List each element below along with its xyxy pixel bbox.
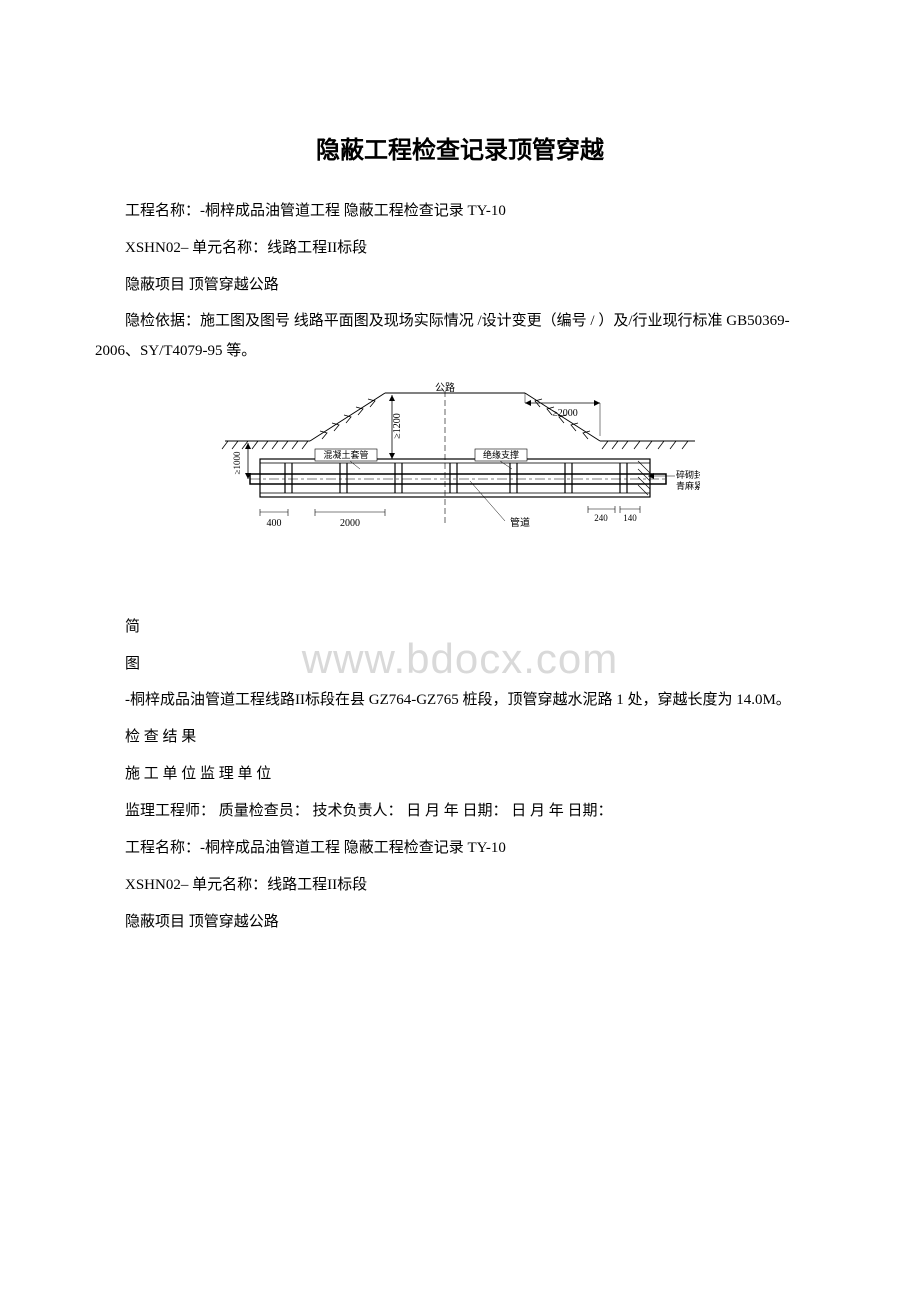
- document-content: 隐蔽工程检查记录顶管穿越 工程名称：-桐梓成品油管道工程 隐蔽工程检查记录 TY…: [95, 130, 825, 939]
- dim400-label: 400: [267, 518, 282, 529]
- cross-section-diagram: 公路: [220, 381, 700, 561]
- unit-name-line: XSHN02– 单元名称：线路工程II标段: [95, 232, 825, 265]
- hidden-item-line: 隐蔽项目 顶管穿越公路: [95, 269, 825, 302]
- tu-label: 图: [95, 648, 825, 681]
- check-result-line: 检 查 结 果: [95, 721, 825, 754]
- page-title: 隐蔽工程检查记录顶管穿越: [95, 130, 825, 165]
- hidden-item-line-2: 隐蔽项目 顶管穿越公路: [95, 906, 825, 939]
- gte1200-label: ≥1200: [392, 413, 403, 439]
- gte2000-label: ≥2000: [552, 408, 578, 419]
- unit-name-line-2: XSHN02– 单元名称：线路工程II标段: [95, 869, 825, 902]
- jian-label: 简: [95, 611, 825, 644]
- dim140-label: 140: [623, 513, 637, 523]
- gte1000-label: ≥1000: [232, 451, 242, 474]
- project-name-line-2: 工程名称：-桐梓成品油管道工程 隐蔽工程检查记录 TY-10: [95, 832, 825, 865]
- units-line: 施 工 单 位 监 理 单 位: [95, 758, 825, 791]
- insulation-support-label: 绝缘支撑: [483, 449, 519, 460]
- concrete-casing-label: 混凝土套管: [323, 449, 368, 460]
- note2-label: 青麻紧封堵: [676, 480, 700, 491]
- note1-label: 碎砌封堵、沥: [676, 469, 700, 480]
- dim240-label: 240: [594, 513, 608, 523]
- description-line: -桐梓成品油管道工程线路II标段在县 GZ764-GZ765 桩段，顶管穿越水泥…: [95, 685, 825, 715]
- project-name-line: 工程名称：-桐梓成品油管道工程 隐蔽工程检查记录 TY-10: [95, 195, 825, 228]
- basis-line: 隐检依据：施工图及图号 线路平面图及现场实际情况 /设计变更（编号 / ）及/行…: [95, 306, 825, 366]
- pipe-label: 管道: [510, 516, 530, 529]
- dim2000-label: 2000: [340, 518, 360, 529]
- signatures-line: 监理工程师： 质量检查员： 技术负责人： 日 月 年 日期： 日 月 年 日期：: [95, 795, 825, 828]
